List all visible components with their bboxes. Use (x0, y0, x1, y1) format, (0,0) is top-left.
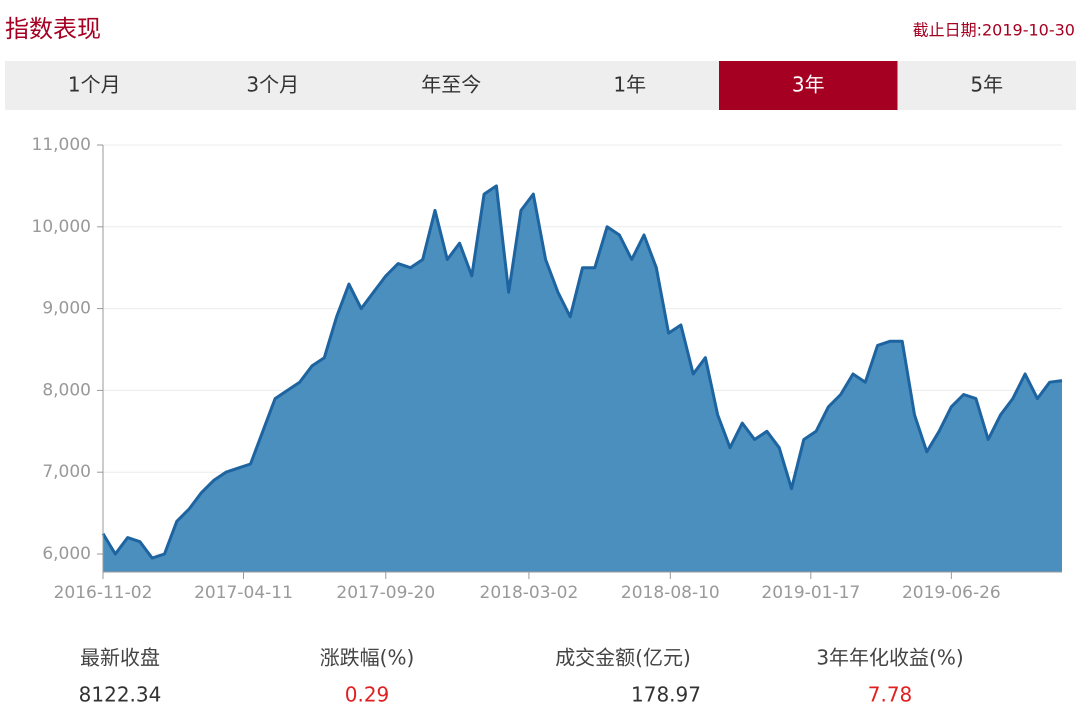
tab-label[interactable]: 1年 (613, 73, 646, 97)
x-tick-label: 2017-04-11 (194, 583, 293, 603)
y-tick-label: 10,000 (32, 217, 91, 237)
stat-value: 8122.34 (79, 683, 162, 707)
x-tick-label: 2018-03-02 (480, 583, 579, 603)
title: 指数表现 (5, 15, 101, 43)
stat-label: 成交金额(亿元) (555, 646, 691, 670)
stat-value: 178.97 (631, 683, 701, 707)
x-tick-label: 2019-01-17 (761, 583, 860, 603)
stat-label: 最新收盘 (80, 646, 160, 670)
tab[interactable] (719, 61, 898, 110)
area (103, 185, 1062, 572)
stat-label: 涨跌幅(%) (320, 646, 415, 670)
y-tick-label: 7,000 (42, 462, 91, 482)
x-tick-label: 2017-09-20 (336, 583, 435, 603)
stat-label: 3年年化收益(%) (816, 646, 963, 670)
tab-label[interactable]: 3个月 (246, 73, 299, 97)
stat-value: 7.78 (868, 683, 913, 707)
tab-label[interactable]: 5年 (970, 73, 1003, 97)
y-tick-label: 11,000 (32, 135, 91, 155)
stat-value: 0.29 (345, 683, 390, 707)
y-tick-label: 6,000 (42, 544, 91, 564)
x-tick-label: 2016-11-02 (54, 583, 153, 603)
tab-label[interactable]: 年至今 (421, 73, 481, 97)
line (101, 184, 1063, 560)
x-tick-label: 2019-06-26 (902, 583, 1001, 603)
x-tick-label: 2018-08-10 (621, 583, 720, 603)
y-tick-label: 8,000 (42, 380, 91, 400)
tab-label[interactable]: 3年 (792, 73, 825, 97)
tab-label[interactable]: 1个月 (68, 73, 121, 97)
y-tick-label: 9,000 (42, 299, 91, 319)
as-of-date: 截止日期:2019-10-30 (913, 21, 1075, 40)
